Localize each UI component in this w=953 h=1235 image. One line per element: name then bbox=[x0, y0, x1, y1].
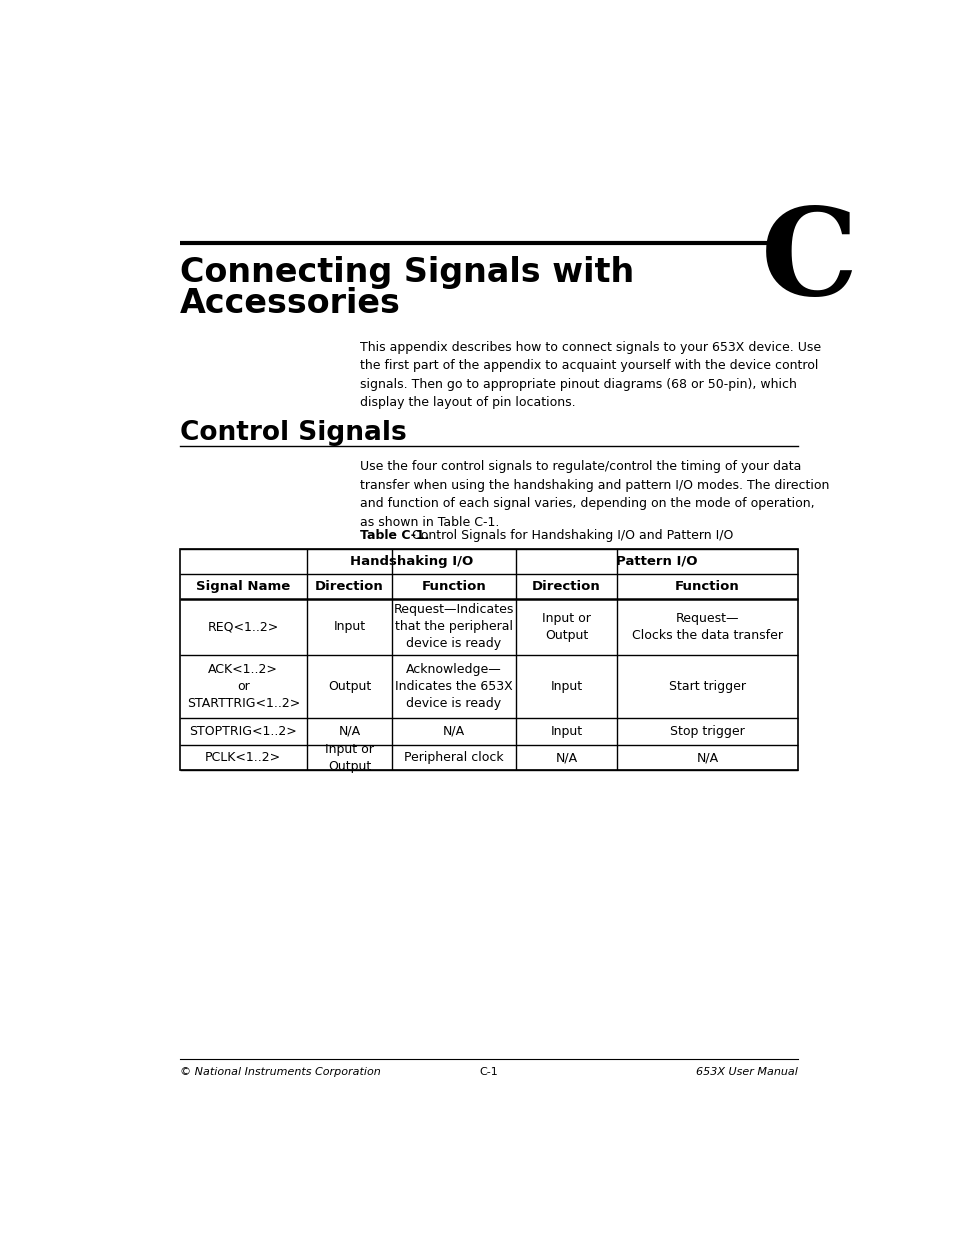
Text: Start trigger: Start trigger bbox=[668, 680, 745, 693]
Text: Stop trigger: Stop trigger bbox=[669, 725, 744, 739]
Text: Output: Output bbox=[328, 680, 371, 693]
Text: C: C bbox=[760, 203, 857, 320]
Text: Acknowledge—
Indicates the 653X
device is ready: Acknowledge— Indicates the 653X device i… bbox=[395, 663, 513, 710]
Text: Request—Indicates
that the peripheral
device is ready: Request—Indicates that the peripheral de… bbox=[394, 603, 514, 651]
Text: Direction: Direction bbox=[314, 579, 383, 593]
Text: N/A: N/A bbox=[696, 751, 718, 764]
Text: © National Instruments Corporation: © National Instruments Corporation bbox=[179, 1067, 380, 1077]
Text: REQ<1..2>: REQ<1..2> bbox=[208, 620, 278, 634]
Text: Table C-1.: Table C-1. bbox=[359, 530, 429, 542]
Text: 653X User Manual: 653X User Manual bbox=[696, 1067, 798, 1077]
Text: Input: Input bbox=[333, 620, 365, 634]
Text: N/A: N/A bbox=[555, 751, 577, 764]
Text: Accessories: Accessories bbox=[179, 287, 400, 320]
Text: Peripheral clock: Peripheral clock bbox=[404, 751, 503, 764]
Text: N/A: N/A bbox=[338, 725, 360, 739]
Text: Control Signals for Handshaking I/O and Pattern I/O: Control Signals for Handshaking I/O and … bbox=[403, 530, 732, 542]
Text: Signal Name: Signal Name bbox=[196, 579, 290, 593]
Text: Input or
Output: Input or Output bbox=[541, 611, 590, 642]
Text: STOPTRIG<1..2>: STOPTRIG<1..2> bbox=[190, 725, 296, 739]
Text: N/A: N/A bbox=[442, 725, 465, 739]
Text: This appendix describes how to connect signals to your 653X device. Use
the firs: This appendix describes how to connect s… bbox=[359, 341, 820, 409]
Text: Pattern I/O: Pattern I/O bbox=[616, 555, 697, 568]
Text: Handshaking I/O: Handshaking I/O bbox=[350, 555, 473, 568]
Bar bbox=[179, 548, 798, 771]
Text: Connecting Signals with: Connecting Signals with bbox=[179, 256, 634, 289]
Text: Function: Function bbox=[675, 579, 740, 593]
Text: Direction: Direction bbox=[532, 579, 600, 593]
Text: Control Signals: Control Signals bbox=[179, 420, 406, 446]
Text: ACK<1..2>
or
STARTTRIG<1..2>: ACK<1..2> or STARTTRIG<1..2> bbox=[187, 663, 299, 710]
Text: Request—
Clocks the data transfer: Request— Clocks the data transfer bbox=[631, 611, 782, 642]
Text: Input or
Output: Input or Output bbox=[325, 742, 374, 773]
Text: Input: Input bbox=[550, 725, 582, 739]
Text: Input: Input bbox=[550, 680, 582, 693]
Text: PCLK<1..2>: PCLK<1..2> bbox=[205, 751, 281, 764]
Text: C-1: C-1 bbox=[479, 1067, 497, 1077]
Text: Use the four control signals to regulate/control the timing of your data
transfe: Use the four control signals to regulate… bbox=[359, 461, 828, 529]
Text: Function: Function bbox=[421, 579, 486, 593]
